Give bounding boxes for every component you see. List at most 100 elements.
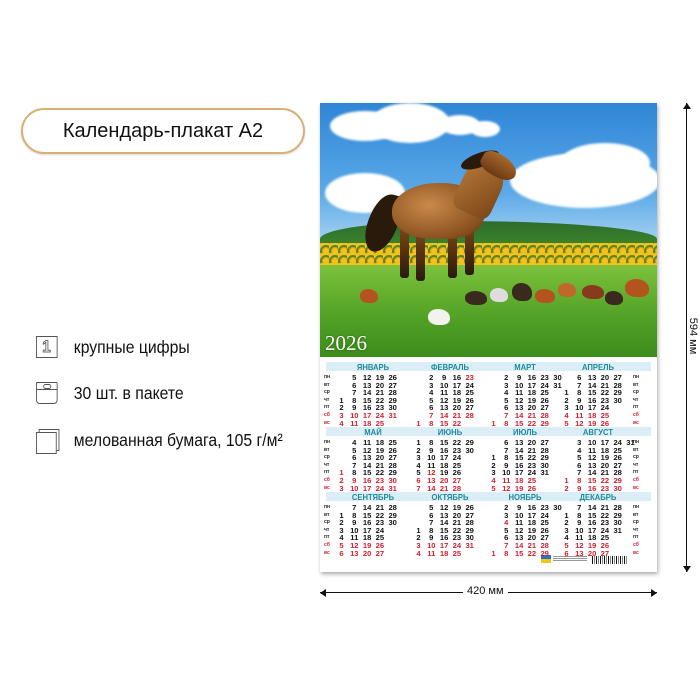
calendar-day: 7 [577,468,582,478]
calendar-day: 25 [540,518,549,528]
calendar-day: 1 [491,548,496,558]
weekday-label: вт [633,381,639,388]
calendar-day: 15 [362,395,372,405]
calendar-day: 24 [540,380,549,390]
calendar-day: 14 [439,411,449,420]
weekday-label: вт [324,446,330,453]
calendar-day: 25 [465,388,474,398]
calendar-day: 30 [553,373,562,382]
calendar-day: 20 [452,510,462,520]
calendar-day: 17 [439,453,449,463]
weekday-label: ср [633,519,639,526]
calendar-day: 17 [600,438,610,447]
publisher-info [553,556,587,562]
calendar-day: 19 [375,445,385,455]
calendar-day: 2 [564,395,569,405]
weekday-labels: пн вт ср чт пт сб вс [633,439,639,492]
calendar-day: 10 [350,411,359,420]
month-6: 1 2 3 4 5 6 7 8 9 10 11 12 13 14 15 16 17 18 19 20 21 22 23 24 2… [412,439,490,493]
calendar-day: 30 [465,533,474,543]
calendar-day: 6 [352,453,357,463]
calendar-day: 25 [452,548,462,558]
calendar-day: 13 [439,403,449,413]
calendar-day: 19 [587,541,597,550]
calendar-day: 14 [362,388,372,398]
calendar-day: 15 [439,438,449,447]
calendar-day: 6 [577,460,582,470]
calendar-day: 24 [613,438,622,447]
weekday-label: сб [633,411,639,418]
weekday-label: вс [633,549,639,556]
calendar-day: 25 [388,438,397,447]
calendar-day: 27 [465,403,474,413]
calendar-day: 22 [452,418,462,428]
month-name: СЕНТЯБРЬ [351,492,395,502]
calendar-day: 29 [540,418,549,428]
publisher-logo [541,555,551,563]
calendar-day: 22 [527,418,537,428]
calendar-day: 18 [514,476,524,485]
calendar-day: 18 [362,533,372,543]
calendar-day: 30 [613,395,622,405]
calendar-day: 16 [587,395,597,405]
calendar-day: 14 [587,380,597,390]
calendar-day: 13 [439,510,449,520]
calendar-day: 13 [350,548,359,558]
calendar-day: 9 [577,395,582,405]
weekday-label: пт [324,404,330,411]
month-12: 1 2 3 4 5 6 7 8 9 10 11 12 13 14 15 16 17 18 19 20 21 22 23 24 2… [560,504,638,558]
calendar-day: 13 [514,403,524,413]
calendar-day: 15 [439,418,449,428]
width-label: 420 мм [463,585,508,597]
calendar-day: 3 [577,438,582,447]
calendar-day: 22 [375,395,385,405]
calendar-day: 23 [452,445,462,455]
calendar-day: 16 [527,373,537,382]
weekday-label: пн [633,374,640,380]
calendar-day: 17 [587,525,597,535]
barcode [592,556,628,564]
month-1: 1 2 3 4 5 6 7 8 9 10 11 12 13 14 15 16 17 18 19 20 21 22 23 24 2… [335,374,413,428]
calendar-day: 10 [502,468,511,478]
calendar-day: 18 [375,438,385,447]
calendar-day: 15 [439,525,449,535]
calendar-day: 26 [465,503,474,512]
calendar-day: 31 [613,525,622,535]
calendar-day: 29 [465,438,474,447]
calendar-day: 3 [504,380,509,390]
calendar-day: 28 [613,503,622,512]
feature-label: 30 шт. в пакете [73,382,184,403]
calendar-day: 30 [540,460,549,470]
calendar-day: 22 [600,388,610,398]
weekday-label: вс [324,549,330,556]
calendar-day: 8 [429,418,434,428]
calendar-day: 10 [439,380,449,390]
calendar-day: 10 [514,380,524,390]
calendar-day: 11 [575,533,584,543]
calendar-day: 21 [375,503,385,512]
calendar-day: 23 [375,476,385,485]
calendar-day: 16 [527,503,537,512]
calendar-day: 3 [416,541,421,550]
calendar-day: 3 [504,510,509,520]
calendar-day: 23 [600,483,610,493]
calendar-day: 24 [375,411,385,420]
month-name: ИЮНЬ [437,427,463,437]
calendar-day: 1 [339,510,344,520]
calendar-day: 8 [352,510,357,520]
calendar-day: 27 [388,453,397,463]
calendar-day: 18 [587,533,597,543]
weekday-labels: пн вт ср чт пт сб вс [633,504,639,557]
month-3: 1 2 3 4 5 6 7 8 9 10 11 12 13 14 15 16 17 18 19 20 21 22 23 24 2… [487,374,565,428]
calendar-day: 10 [514,510,524,520]
calendar-day: 29 [613,388,622,398]
calendar-day: 14 [439,518,449,528]
calendar-day: 8 [352,468,357,478]
month-name: ФЕВРАЛЬ [430,362,470,372]
calendar-day: 16 [514,460,524,470]
calendar-day: 24 [375,483,385,493]
calendar-day: 5 [504,525,509,535]
month-7: 1 2 3 4 5 6 7 8 9 10 11 12 13 14 15 16 17 18 19 20 21 22 23 24 2… [487,439,565,493]
large-digits-icon: 1 [36,336,58,358]
calendar-day: 29 [388,510,397,520]
